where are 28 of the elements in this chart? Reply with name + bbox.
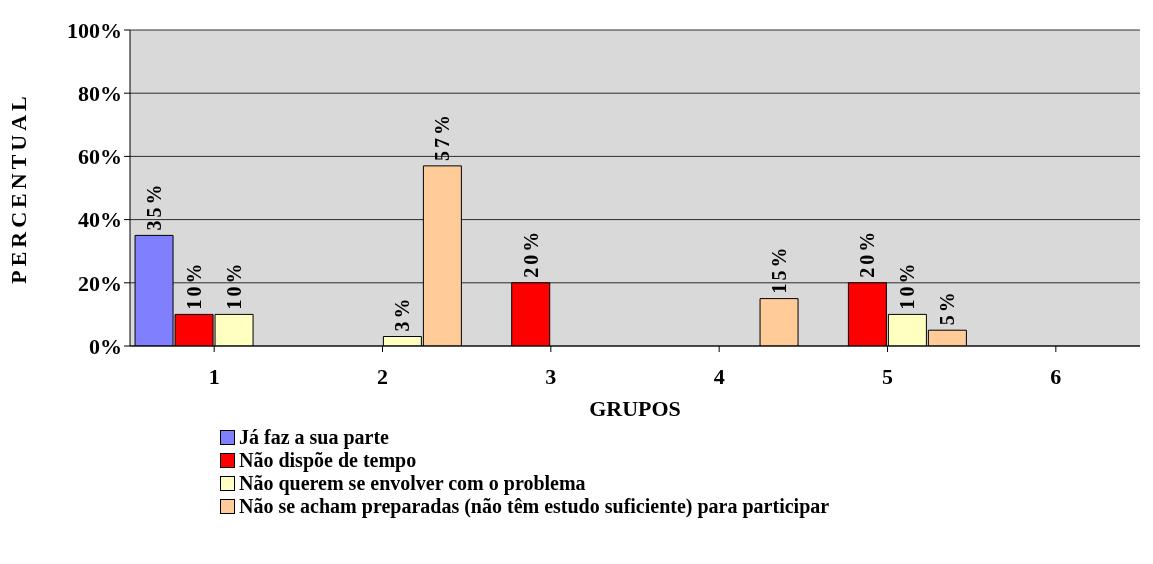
data-label: 57% bbox=[431, 111, 454, 161]
data-label: 15% bbox=[768, 244, 791, 294]
data-label: 20% bbox=[519, 228, 542, 278]
legend-label: Não querem se envolver com o problema bbox=[239, 472, 586, 495]
data-label: 20% bbox=[856, 228, 879, 278]
y-tick-label: 80% bbox=[78, 81, 122, 107]
legend-label: Já faz a sua parte bbox=[239, 426, 389, 449]
legend-label: Não se acham preparadas (não têm estudo suficiente) para participar bbox=[239, 495, 830, 518]
data-label: 10% bbox=[183, 260, 206, 310]
x-tick-label: 2 bbox=[377, 363, 388, 389]
y-tick-label: 100% bbox=[67, 17, 122, 43]
y-tick-label: 60% bbox=[78, 144, 122, 170]
x-tick-label: 3 bbox=[545, 363, 557, 389]
x-tick-label: 4 bbox=[713, 363, 725, 389]
y-axis-title: PERCENTUAL bbox=[5, 92, 31, 284]
x-tick-label: 5 bbox=[882, 363, 893, 389]
legend-label: Não dispõe de tempo bbox=[239, 449, 417, 472]
data-label: 10% bbox=[896, 260, 919, 310]
data-label: 3% bbox=[391, 295, 414, 332]
data-label: 5% bbox=[936, 289, 959, 326]
x-tick-label: 6 bbox=[1050, 363, 1062, 389]
data-label: 35% bbox=[143, 181, 166, 231]
x-axis-title: GRUPOS bbox=[589, 396, 681, 421]
y-tick-label: 0% bbox=[89, 333, 122, 359]
data-label: 10% bbox=[223, 260, 246, 310]
x-tick-label: 1 bbox=[208, 363, 220, 389]
y-tick-label: 20% bbox=[78, 270, 122, 296]
y-tick-label: 40% bbox=[78, 207, 122, 233]
